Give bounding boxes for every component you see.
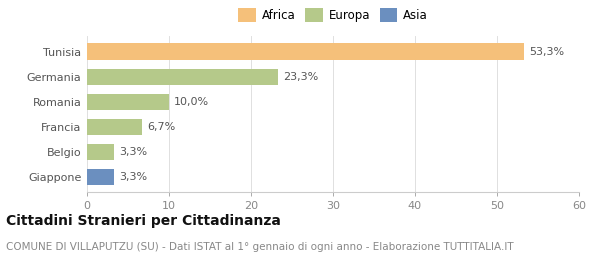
Bar <box>87 144 114 160</box>
Text: 10,0%: 10,0% <box>174 97 209 107</box>
Bar <box>87 94 169 110</box>
Legend: Africa, Europa, Asia: Africa, Europa, Asia <box>236 6 430 24</box>
Text: 3,3%: 3,3% <box>119 147 147 157</box>
Bar <box>87 169 114 185</box>
Text: 3,3%: 3,3% <box>119 172 147 182</box>
Bar <box>87 43 524 60</box>
Bar <box>87 119 142 135</box>
Text: 53,3%: 53,3% <box>529 47 564 57</box>
Text: 23,3%: 23,3% <box>283 72 318 82</box>
Text: Cittadini Stranieri per Cittadinanza: Cittadini Stranieri per Cittadinanza <box>6 214 281 229</box>
Bar <box>87 69 278 85</box>
Text: COMUNE DI VILLAPUTZU (SU) - Dati ISTAT al 1° gennaio di ogni anno - Elaborazione: COMUNE DI VILLAPUTZU (SU) - Dati ISTAT a… <box>6 242 514 252</box>
Text: 6,7%: 6,7% <box>147 122 175 132</box>
